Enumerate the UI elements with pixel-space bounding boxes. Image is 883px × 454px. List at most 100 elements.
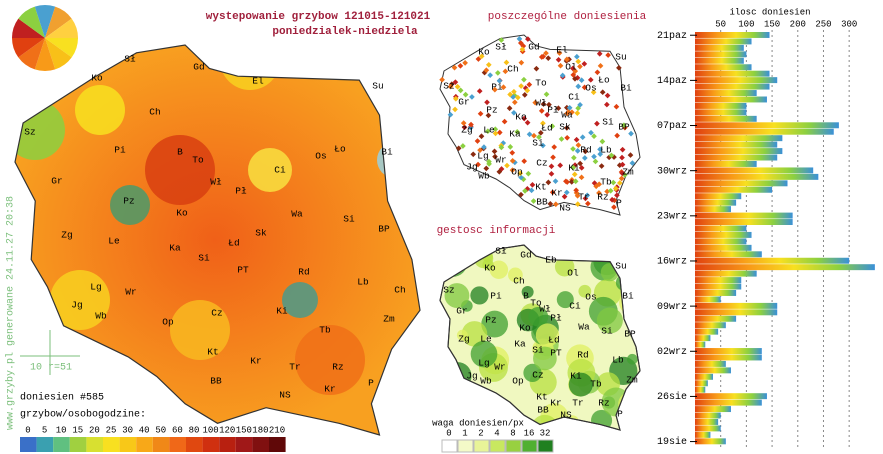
bar [695, 277, 742, 284]
report-dot [485, 128, 491, 135]
report-dot [552, 201, 559, 208]
report-dot [564, 56, 570, 63]
region-label: Le [483, 125, 495, 136]
region-label: Os [585, 292, 596, 303]
heat-blob [220, 45, 280, 90]
region-label: Zm [383, 314, 395, 325]
report-dot [612, 185, 619, 192]
region-label: Ci [568, 92, 580, 103]
report-dot [569, 109, 575, 116]
region-label: Pi [114, 145, 126, 156]
pie-wedge [45, 38, 72, 70]
report-dot [540, 120, 546, 127]
report-dot [452, 106, 458, 113]
report-dot [460, 120, 467, 126]
legend-label: 8 [510, 428, 515, 438]
report-dot [491, 148, 498, 155]
region-label: Le [108, 236, 120, 247]
legend-swatch [53, 437, 70, 452]
region-label: Kr [550, 398, 561, 409]
legend-label: 150 [236, 425, 252, 435]
report-dot [537, 130, 544, 136]
region-label: Lg [477, 151, 488, 162]
report-dot [540, 53, 547, 60]
report-dot [552, 178, 559, 184]
report-dot [597, 151, 604, 157]
report-dot [556, 50, 563, 56]
bar [695, 90, 757, 96]
report-dot [604, 101, 610, 108]
report-dot [549, 123, 556, 130]
region-label: Tb [600, 177, 612, 188]
region-label: Pi [491, 82, 503, 93]
report-dot [461, 124, 468, 131]
region-label: NS [559, 203, 571, 214]
report-dot [496, 77, 503, 84]
report-dot [526, 81, 533, 88]
report-dot [462, 91, 469, 98]
bar [695, 406, 731, 413]
legend-label: 2 [478, 428, 483, 438]
legend-label: 16 [524, 428, 535, 438]
report-dot [453, 95, 459, 102]
report-dot [524, 119, 531, 126]
region-label: Ło [334, 144, 346, 155]
region-label: Tr [572, 398, 583, 409]
report-dot [604, 92, 611, 99]
report-dot [574, 148, 581, 154]
report-dot [610, 179, 617, 186]
region-label: Jg [71, 300, 82, 311]
region-label: Gd [193, 62, 204, 73]
region-label: Wr [495, 155, 506, 166]
scale-note: 10 r=51 [30, 363, 72, 374]
bar [695, 141, 778, 148]
report-dot [573, 136, 580, 143]
region-label: Si [343, 214, 355, 225]
report-dot [524, 87, 531, 94]
density-blob [440, 247, 468, 277]
region-label: Le [480, 334, 492, 345]
region-label: Pz [486, 105, 497, 116]
bar [695, 251, 762, 258]
density-blob [535, 323, 560, 347]
report-dot [596, 50, 603, 57]
legend-label: 0 [25, 425, 30, 435]
report-dot [484, 99, 490, 106]
region-label: Ko [91, 73, 103, 84]
bar [695, 193, 742, 200]
report-dot [621, 122, 627, 128]
region-label: To [530, 298, 542, 309]
report-dot [593, 183, 599, 190]
density-blob [579, 249, 591, 261]
report-dot [496, 129, 503, 136]
pie-wedge [45, 6, 72, 38]
region-label: Wa [291, 209, 303, 220]
region-label: BB [536, 197, 548, 208]
region-label: Ko [519, 323, 531, 334]
report-dot [571, 171, 578, 178]
bar [695, 77, 778, 84]
bar [695, 322, 726, 329]
report-dot [504, 162, 510, 169]
region-label: Tb [590, 379, 602, 390]
report-dot [455, 145, 462, 152]
bar [695, 328, 719, 335]
region-label: Tb [319, 325, 331, 336]
density-blob [615, 274, 633, 291]
region-label: Gr [456, 306, 467, 317]
region-label: Zm [622, 167, 634, 178]
report-dot [512, 99, 518, 106]
bar [695, 186, 773, 193]
density-blob [470, 340, 498, 368]
legend-swatch [20, 437, 37, 452]
bar [695, 373, 713, 380]
bar [695, 115, 757, 122]
report-dot [591, 153, 597, 160]
density-legend-title: waga doniesien/px [432, 418, 524, 428]
bar [695, 206, 731, 213]
report-dot [581, 61, 588, 67]
report-dot [577, 102, 583, 108]
legend-label: 0 [446, 428, 451, 438]
region-label: Rd [580, 145, 591, 156]
report-dot [555, 105, 562, 112]
